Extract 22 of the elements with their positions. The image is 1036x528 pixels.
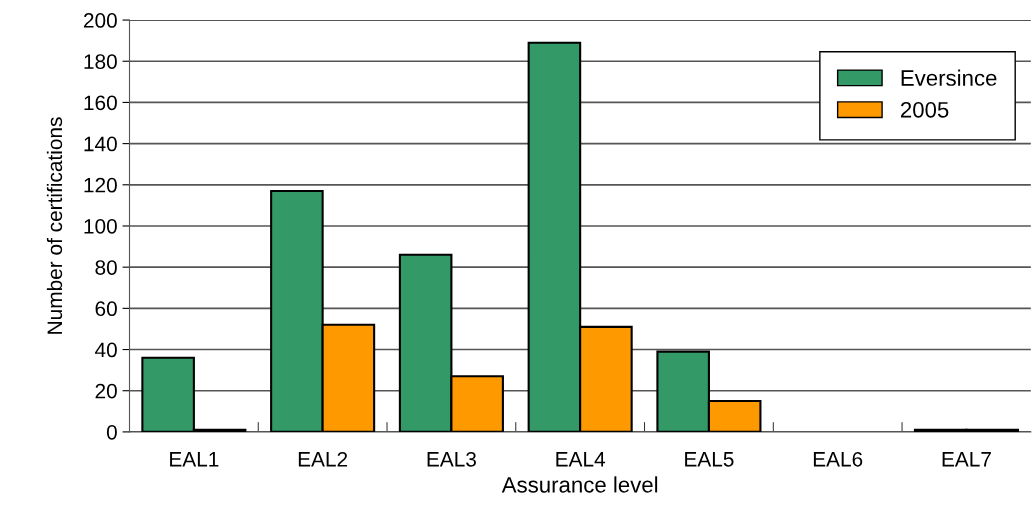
y-tick-label: 120 [84,177,117,193]
y-tick-label: 80 [95,260,117,275]
x-tick-label: EAL2 [298,451,348,467]
x-tick-label: EAL1 [170,452,219,467]
y-tick-label: 200 [83,13,117,28]
x-tick-label: EAL6 [813,451,863,467]
y-tick-label: 160 [84,95,117,111]
y-tick-label: 180 [84,54,117,69]
y-tick-label: 40 [95,342,117,358]
x-axis-title: Assurance level [501,476,658,493]
legend-label: 2005 [900,101,949,118]
x-tick-label: EAL5 [685,452,734,467]
y-tick-label: 100 [84,218,117,234]
y-tick-label: 20 [95,383,117,399]
legend-label: Eversince [901,69,997,86]
y-axis-title: Number of certifications [46,117,63,334]
y-tick-label: 0 [106,424,117,440]
y-tick-label: 60 [95,301,117,317]
y-tick-label: 140 [84,136,117,152]
x-tick-label: EAL3 [427,451,476,467]
x-tick-label: EAL7 [942,452,991,467]
x-tick-label: EAL4 [556,452,606,467]
